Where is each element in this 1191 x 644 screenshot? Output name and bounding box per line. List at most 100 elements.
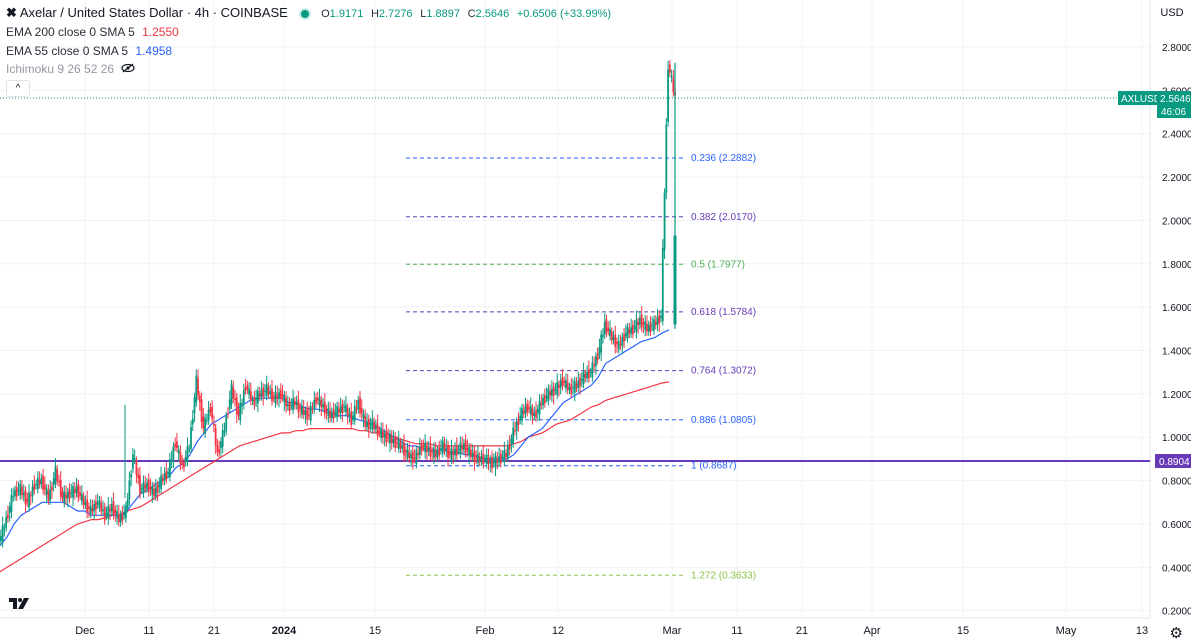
- candle-body: [154, 487, 157, 497]
- candle-body: [673, 235, 677, 325]
- candle-body: [49, 488, 52, 501]
- time-tick-label: 15: [369, 625, 381, 637]
- hline-price-badge: [1155, 454, 1191, 469]
- settings-gear-icon[interactable]: ⚙: [1169, 625, 1183, 642]
- candle-body: [595, 356, 597, 367]
- candle-body: [426, 445, 428, 452]
- candle-body: [218, 449, 221, 454]
- candle-body: [357, 399, 360, 410]
- fib-level-label: 0.886 (1.0805): [691, 415, 756, 426]
- candle-body: [471, 453, 474, 458]
- candle-body: [566, 382, 569, 390]
- time-tick-label: 11: [143, 625, 154, 637]
- candle-body: [29, 495, 32, 497]
- candle-body: [112, 501, 115, 516]
- candle-body: [448, 452, 451, 455]
- price-tick-label: 1.4000: [1162, 347, 1191, 358]
- candle-body: [170, 459, 173, 462]
- tradingview-logo[interactable]: [9, 596, 33, 615]
- candle-body: [519, 415, 522, 420]
- price-tick-label: 0.4000: [1162, 563, 1191, 574]
- ohlc-low: 1.8897: [426, 8, 460, 20]
- ema200-legend[interactable]: EMA 200 close 0 SMA 5 1.2550: [6, 25, 179, 39]
- candle-body: [390, 436, 393, 444]
- candle-body: [309, 406, 312, 421]
- candle-body: [19, 484, 22, 496]
- candle-body: [68, 489, 71, 499]
- candle-body: [364, 416, 367, 427]
- candle-body: [352, 415, 354, 420]
- candle-body: [447, 445, 449, 458]
- candle-body: [63, 491, 66, 504]
- collapse-legend-button[interactable]: ^: [6, 80, 30, 97]
- candle-body: [440, 448, 442, 451]
- candle-body: [149, 487, 152, 490]
- ohlc-change: +0.6506 (+33.99%): [516, 8, 612, 20]
- candle-body: [197, 378, 199, 396]
- candle-body: [117, 513, 120, 523]
- candle-body: [596, 353, 599, 361]
- candle-body: [422, 445, 425, 447]
- candle-body: [359, 397, 361, 414]
- candle-body: [195, 375, 198, 403]
- candle-body: [619, 343, 622, 346]
- candle-body: [635, 319, 638, 332]
- candle-body: [52, 478, 55, 485]
- currency-button[interactable]: USD: [1160, 7, 1184, 19]
- candle-body: [36, 477, 39, 490]
- time-tick-label: Feb: [476, 625, 495, 637]
- candle-body: [332, 409, 335, 419]
- candle-body: [457, 449, 460, 451]
- candle-body: [408, 451, 411, 459]
- candle-body: [249, 391, 252, 401]
- candle-body: [563, 380, 566, 384]
- candle-body: [61, 491, 64, 498]
- candle-body: [626, 326, 629, 339]
- eye-hidden-icon[interactable]: [121, 62, 136, 76]
- candle-body: [429, 445, 432, 457]
- ichimoku-legend[interactable]: Ichimoku 9 26 52 26: [6, 62, 136, 76]
- candle-body: [147, 479, 150, 493]
- candle-body: [550, 389, 553, 396]
- candle-body: [220, 441, 222, 449]
- candle-body: [424, 442, 427, 453]
- candle-body: [3, 527, 6, 529]
- candle-body: [436, 449, 439, 458]
- candle-body: [281, 393, 284, 398]
- candle-body: [554, 389, 557, 391]
- candle-body: [31, 486, 34, 497]
- ema55-legend[interactable]: EMA 55 close 0 SMA 5 1.4958: [6, 44, 172, 58]
- candle-body: [445, 447, 448, 451]
- candle-body: [623, 334, 625, 342]
- candle-body: [248, 388, 250, 395]
- candle-body: [232, 386, 235, 399]
- axelar-x-icon: ✖: [6, 5, 17, 20]
- candle-body: [202, 416, 205, 429]
- candle-body: [580, 378, 583, 381]
- candle-body: [116, 511, 118, 519]
- candle-body: [239, 402, 242, 421]
- candle-body: [22, 493, 25, 496]
- candle-body: [285, 397, 287, 407]
- candle-body: [183, 462, 185, 468]
- ohlc-high: 2.7276: [378, 8, 413, 20]
- candle-body: [132, 454, 134, 469]
- candle-body: [660, 315, 662, 318]
- candle-body: [605, 319, 608, 333]
- candle-body: [186, 446, 189, 462]
- candle-body: [82, 496, 85, 505]
- ema55-label: EMA 55 close 0 SMA 5: [6, 44, 129, 58]
- candle-body: [198, 395, 201, 403]
- candle-body: [14, 489, 16, 497]
- candle-body: [543, 395, 546, 404]
- time-tick-label: Mar: [663, 625, 682, 637]
- candle-body: [487, 457, 490, 464]
- candle-body: [264, 390, 266, 392]
- candle-body: [158, 483, 161, 488]
- candle-body: [362, 413, 365, 419]
- candle-body: [374, 425, 377, 430]
- symbol-title[interactable]: Axelar / United States Dollar · 4h · COI…: [19, 5, 288, 20]
- candle-body: [209, 407, 212, 413]
- candle-body: [237, 409, 240, 416]
